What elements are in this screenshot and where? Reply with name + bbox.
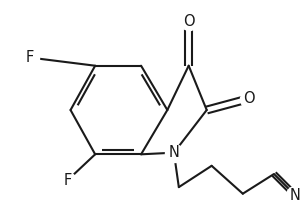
Text: N: N	[169, 145, 179, 160]
Text: F: F	[63, 173, 71, 188]
Text: N: N	[290, 188, 300, 203]
Text: O: O	[244, 91, 255, 106]
Text: F: F	[26, 50, 34, 65]
Text: O: O	[183, 14, 194, 29]
